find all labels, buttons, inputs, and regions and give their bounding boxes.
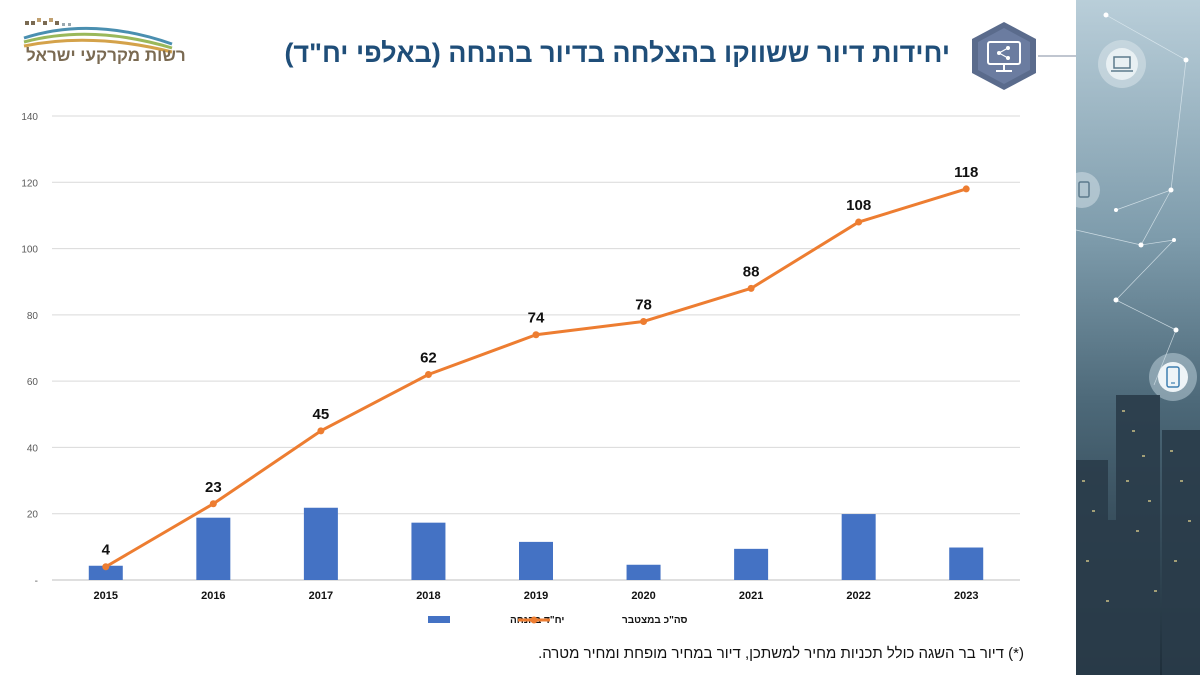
x-tick-label: 2021 <box>739 590 763 602</box>
x-axis-ticks: 2015 2016 2017 2018 2019 2020 2021 2022 2023 <box>94 590 979 602</box>
y-tick-label: - <box>35 576 38 587</box>
line-point <box>747 284 755 292</box>
legend-label: סה"כ במצטבר <box>622 615 688 626</box>
line-point <box>532 331 540 339</box>
side-decoration <box>1076 0 1200 675</box>
line-point <box>962 185 970 193</box>
x-tick-label: 2022 <box>846 590 870 602</box>
x-tick-label: 2017 <box>309 590 333 602</box>
y-axis-ticks: - 20 40 60 80 100 120 140 <box>21 112 38 587</box>
data-label: 23 <box>205 479 222 496</box>
x-tick-label: 2023 <box>954 590 978 602</box>
series-line <box>105 187 967 569</box>
bar-series <box>88 507 984 580</box>
legend-swatch-marker <box>530 616 538 624</box>
tablet-icon <box>1078 181 1090 198</box>
data-label: 118 <box>954 164 978 181</box>
bar <box>196 517 231 580</box>
line-point <box>640 317 648 325</box>
data-label: 45 <box>313 406 330 423</box>
footnote: (*) דיור בר השגה כולל תכניות מחיר למשתכן… <box>538 645 1024 662</box>
gridlines <box>52 115 1020 581</box>
data-label: 4 <box>102 542 111 559</box>
chart: - 20 40 60 80 100 120 140 4 23 45 62 74 78 88 108 118 2… <box>21 112 1020 626</box>
data-label: 62 <box>420 350 437 367</box>
legend-swatch-bar <box>428 616 450 623</box>
bar <box>303 507 338 580</box>
line-point <box>424 371 432 379</box>
x-tick-label: 2020 <box>631 590 655 602</box>
data-label: 78 <box>635 296 652 313</box>
legend: יח"ד בהנחהסה"כ במצטבר <box>428 615 688 626</box>
line-series <box>102 185 970 571</box>
x-tick-label: 2015 <box>94 590 118 602</box>
y-tick-label: 140 <box>21 112 38 123</box>
line-point <box>317 427 325 435</box>
x-tick-label: 2016 <box>201 590 225 602</box>
y-tick-label: 40 <box>27 443 39 454</box>
bar <box>841 514 876 580</box>
y-tick-label: 60 <box>27 377 39 388</box>
bar <box>88 565 123 580</box>
y-tick-label: 100 <box>21 245 38 256</box>
share-monitor-icon <box>972 22 1036 90</box>
line-point <box>102 563 110 571</box>
bar <box>519 541 553 580</box>
y-tick-label: 20 <box>27 510 39 521</box>
x-tick-label: 2019 <box>524 590 548 602</box>
data-labels: 4 23 45 62 74 78 88 108 118 <box>102 164 979 559</box>
y-tick-label: 80 <box>27 311 39 322</box>
data-label: 108 <box>846 197 871 214</box>
line-point <box>855 218 863 226</box>
logo <box>23 18 173 54</box>
x-tick-label: 2018 <box>416 590 440 602</box>
data-label: 88 <box>743 263 760 280</box>
line-point <box>209 500 217 508</box>
connector-line <box>1038 55 1078 57</box>
data-label: 74 <box>528 310 545 327</box>
laptop-icon <box>1111 56 1133 72</box>
bar <box>734 548 769 580</box>
bar <box>949 547 984 580</box>
logo-text: רשות מקרקעי ישראל <box>26 46 186 65</box>
bar <box>626 564 661 580</box>
phone-icon <box>1166 366 1180 388</box>
page-title: יחידות דיור ששווקו בהצלחה בדיור בהנחה (ב… <box>284 38 950 68</box>
y-tick-label: 120 <box>21 178 38 189</box>
bar <box>411 522 446 580</box>
